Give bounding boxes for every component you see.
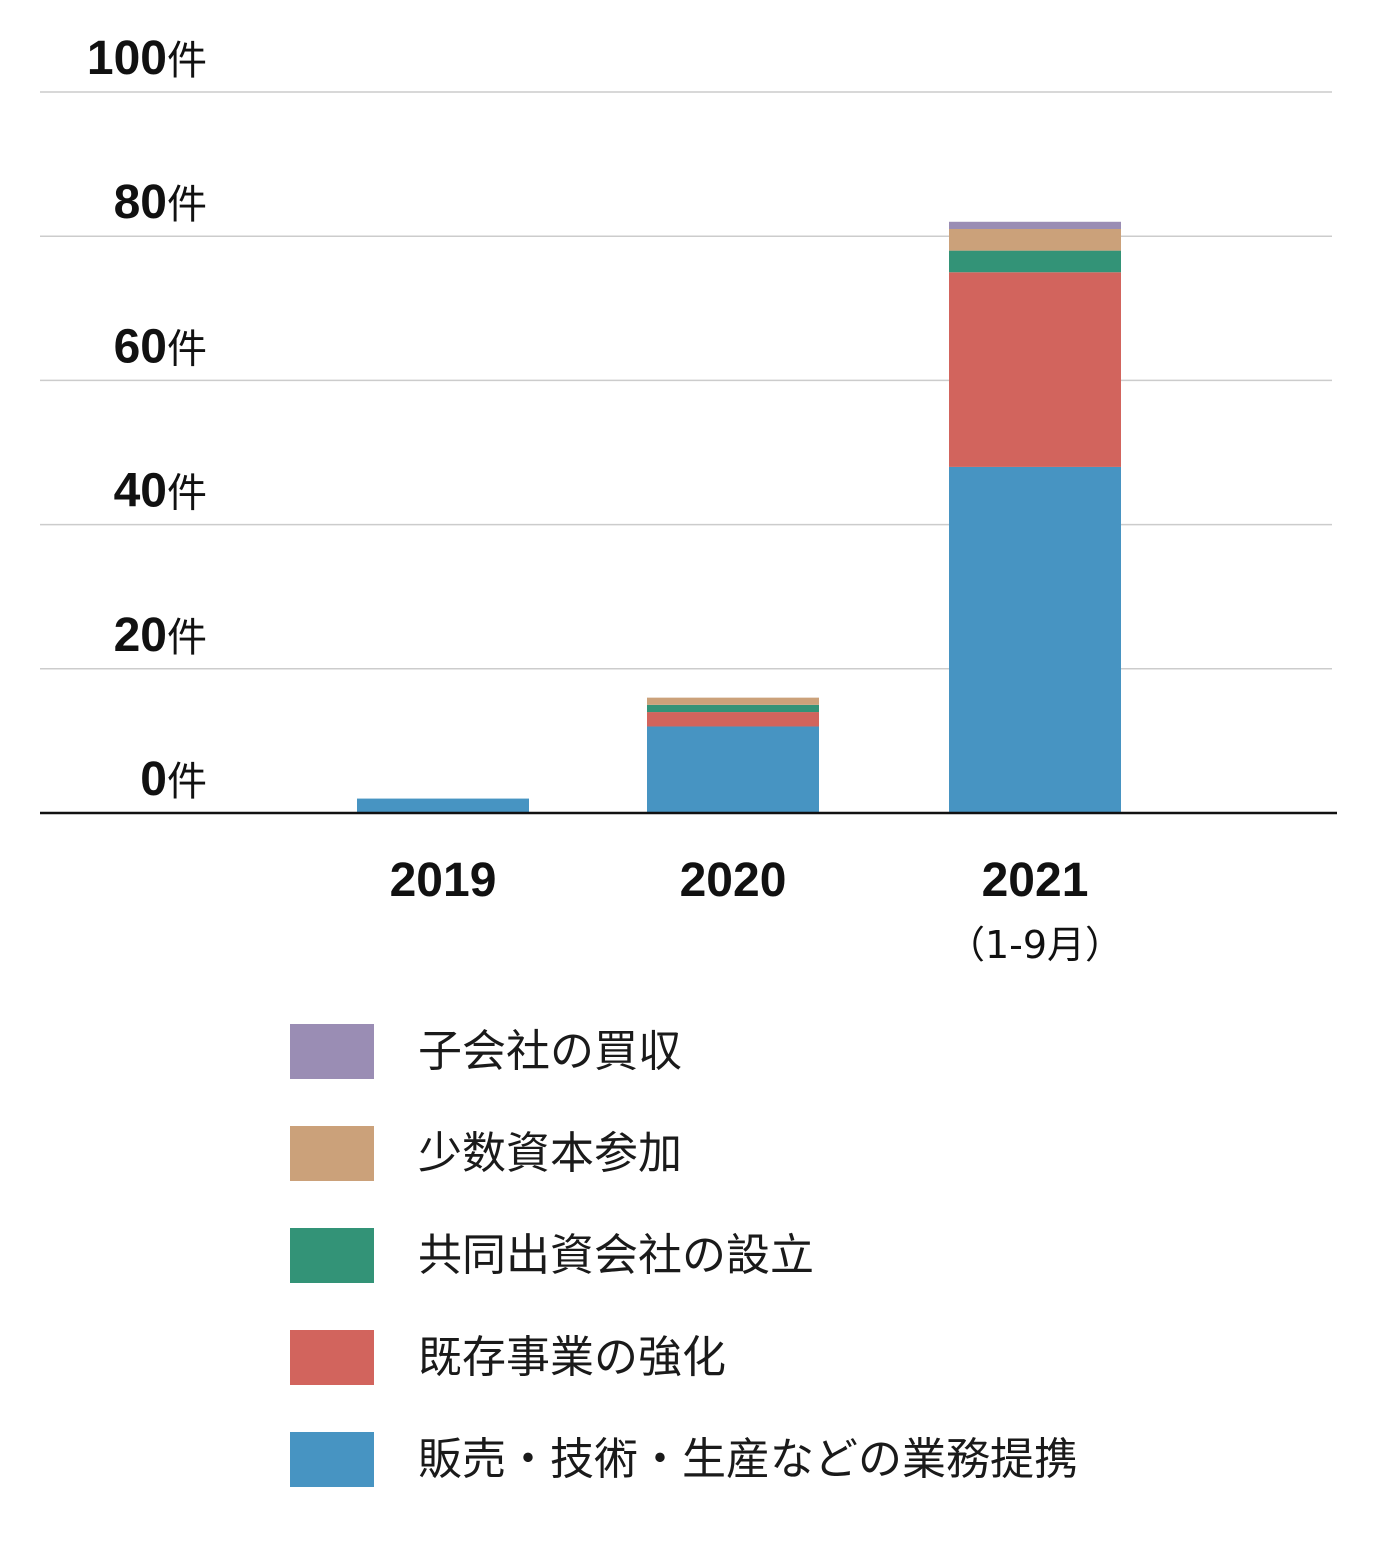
legend: 子会社の買収 少数資本参加 共同出資会社の設立 既存事業の強化 販売・技術・生産… [290,1022,1290,1532]
legend-label: 既存事業の強化 [418,1332,726,1383]
legend-label: 販売・技術・生産などの業務提携 [418,1434,1078,1485]
bar-segment [357,798,529,813]
x-tick-label: 2019 [390,854,497,907]
y-tick-label: 40件 [114,465,207,518]
legend-swatch-business-alliance [290,1432,374,1487]
bar-segment [949,221,1121,229]
x-tick-label: 2021 [982,854,1089,907]
legend-item: 子会社の買収 [290,1022,1290,1079]
legend-swatch-joint-venture [290,1228,374,1283]
legend-item: 共同出資会社の設立 [290,1226,1290,1283]
bar-segment [647,712,819,727]
x-tick-label: 2020 [680,854,787,907]
bar-segment [949,228,1121,251]
legend-label: 子会社の買収 [418,1026,682,1077]
y-tick-label: 20件 [114,609,207,662]
bar-segment [949,250,1121,273]
legend-swatch-business-strengthening [290,1330,374,1385]
y-tick-label: 60件 [114,320,207,373]
legend-swatch-minority-investment [290,1126,374,1181]
x-tick-sublabel: （1-9月） [947,923,1123,967]
stacked-bar-chart: 0件 20件 40件 60件 80件 100件 2019 2020 2021 （1-9月） [40,32,1337,967]
legend-item: 販売・技術・生産などの業務提携 [290,1430,1290,1487]
y-tick-label: 100件 [87,32,207,85]
legend-swatch-subsidiary-acquisition [290,1024,374,1079]
y-tick-label: 80件 [114,176,207,229]
bar-segment [647,726,819,813]
bar-segment [949,466,1121,813]
bar-segment [647,704,819,713]
bar-segment [647,697,819,705]
chart-canvas: 0件 20件 40件 60件 80件 100件 2019 2020 2021 （1-9月） [40,32,1337,967]
legend-item: 既存事業の強化 [290,1328,1290,1385]
legend-label: 少数資本参加 [418,1128,682,1179]
bar-segment [949,272,1121,467]
legend-label: 共同出資会社の設立 [418,1230,814,1281]
y-tick-label: 0件 [140,753,207,806]
legend-item: 少数資本参加 [290,1124,1290,1181]
